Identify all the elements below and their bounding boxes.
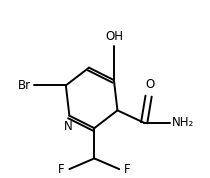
Text: OH: OH bbox=[105, 30, 123, 43]
Text: NH₂: NH₂ bbox=[172, 116, 194, 129]
Text: Br: Br bbox=[18, 79, 31, 92]
Text: F: F bbox=[58, 163, 65, 176]
Text: N: N bbox=[64, 120, 73, 133]
Text: O: O bbox=[146, 78, 155, 91]
Text: F: F bbox=[124, 163, 130, 176]
